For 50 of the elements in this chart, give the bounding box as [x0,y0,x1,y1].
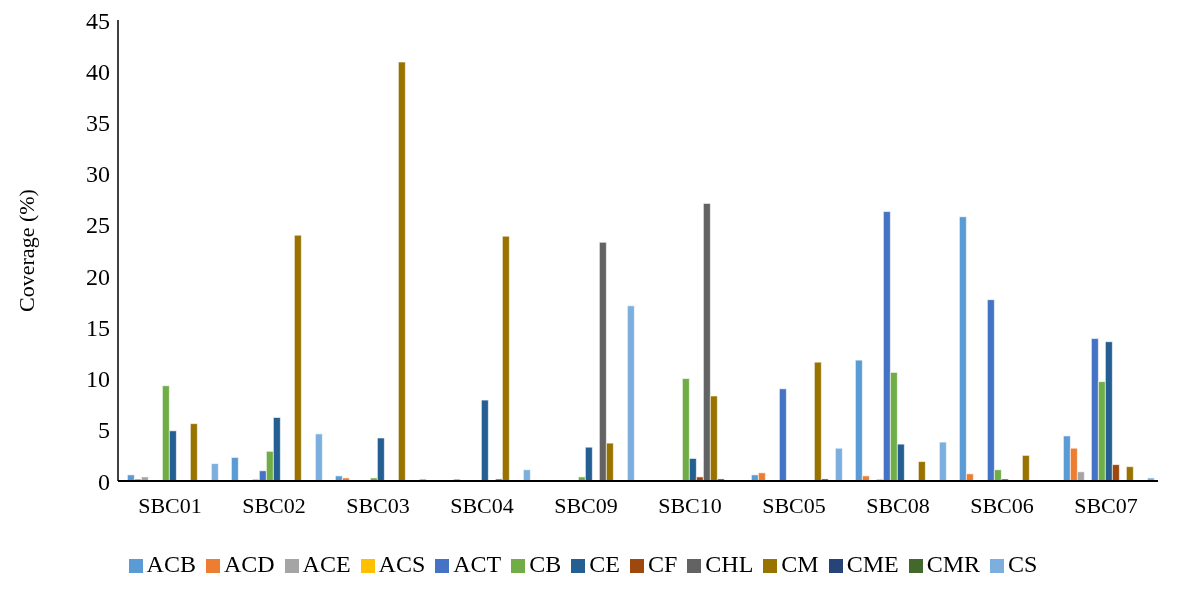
y-tick-label: 10 [86,366,110,393]
y-tick-label: 0 [98,468,110,495]
y-tick-label: 15 [86,314,110,341]
legend-label: CB [529,551,562,577]
y-tick-label: 25 [86,212,110,239]
x-tick-label: SBC01 [138,492,202,518]
x-tick-label: SBC04 [450,492,514,518]
x-tick-label: SBC02 [242,492,306,518]
legend-label: CS [1008,551,1038,577]
x-tick-label: SBC06 [970,492,1034,518]
legend-label: ACB [146,551,196,577]
y-tick-label: 45 [86,7,110,34]
bar [523,469,531,481]
bar [481,399,489,481]
legend-label: ACS [378,551,426,577]
x-tick-label: SBC09 [554,492,618,518]
bar [1126,466,1134,481]
legend-label: CHL [705,551,754,577]
legend-label: CE [589,551,620,577]
x-tick-label: SBC05 [762,492,826,518]
x-tick-label: SBC07 [1074,492,1138,518]
y-tick-label: 20 [86,263,110,290]
y-axis-title: Coverage (%) [13,189,39,312]
bar [1147,477,1155,481]
bar [231,457,239,481]
bar [779,388,787,481]
bar [918,461,926,481]
x-tick-label: SBC10 [658,492,722,518]
bar [211,463,219,481]
legend-label: ACE [302,551,351,577]
bar [315,433,323,481]
bar [835,447,843,481]
bar [1022,455,1030,481]
x-tick-label: SBC03 [346,492,410,518]
y-tick-label: 40 [86,58,110,85]
legend-label: CM [781,551,819,577]
x-tick-label: SBC08 [866,492,930,518]
bar [398,61,406,481]
bar [627,305,635,481]
legend-label: CMR [926,551,981,577]
y-tick-label: 5 [98,417,110,444]
y-tick-label: 35 [86,109,110,136]
bar [939,441,947,481]
y-tick-label: 30 [86,161,110,188]
legend-label: CME [846,551,899,577]
legend-label: ACT [453,551,502,577]
bar [294,234,302,481]
bar [190,423,198,481]
legend-label: CF [647,551,678,577]
legend-label: ACD [223,551,275,577]
